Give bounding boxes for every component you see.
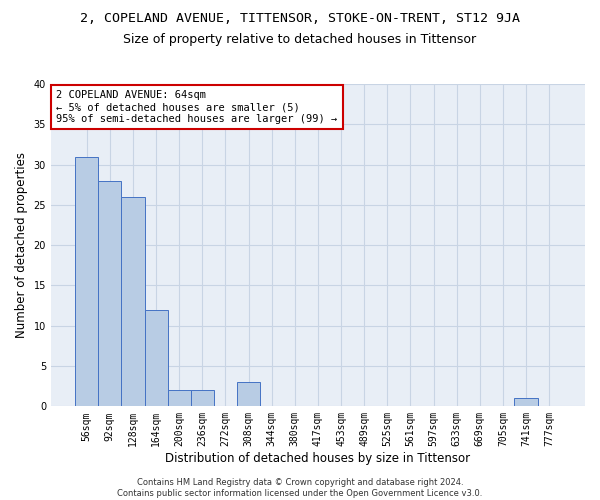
Text: Contains HM Land Registry data © Crown copyright and database right 2024.
Contai: Contains HM Land Registry data © Crown c… (118, 478, 482, 498)
Bar (145, 310, 167, 406)
Bar (514, 398, 538, 406)
X-axis label: Distribution of detached houses by size in Tittensor: Distribution of detached houses by size … (166, 452, 470, 465)
Bar (98, 180, 121, 406)
Bar (191, 390, 214, 406)
Text: 2 COPELAND AVENUE: 64sqm
← 5% of detached houses are smaller (5)
95% of semi-det: 2 COPELAND AVENUE: 64sqm ← 5% of detache… (56, 90, 338, 124)
Text: 2, COPELAND AVENUE, TITTENSOR, STOKE-ON-TRENT, ST12 9JA: 2, COPELAND AVENUE, TITTENSOR, STOKE-ON-… (80, 12, 520, 26)
Y-axis label: Number of detached properties: Number of detached properties (15, 152, 28, 338)
Text: Size of property relative to detached houses in Tittensor: Size of property relative to detached ho… (124, 32, 476, 46)
Bar (121, 197, 145, 406)
Bar (237, 382, 260, 406)
Bar (75, 156, 98, 406)
Bar (167, 390, 191, 406)
